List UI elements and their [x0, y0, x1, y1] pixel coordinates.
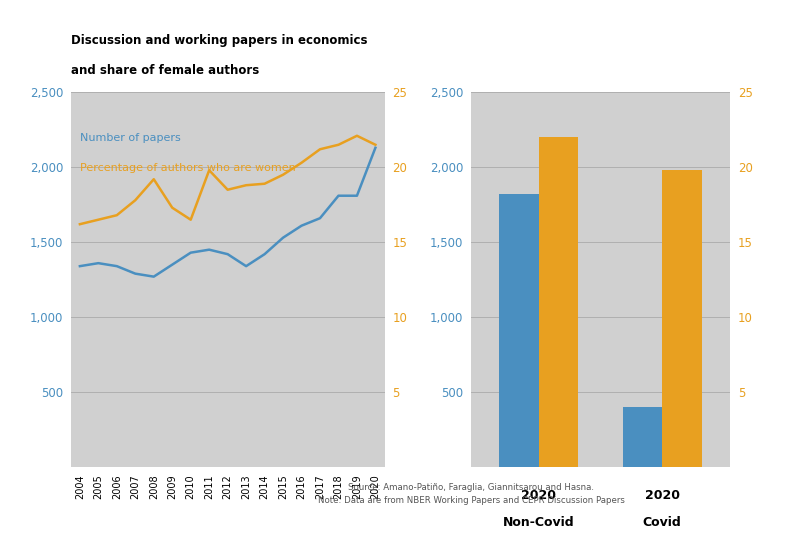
Text: THE EFFECT OF LOCKDOWN MEASURES ON WOMEN'S ECONOMICS RESEARCH OUTPUT: THE EFFECT OF LOCKDOWN MEASURES ON WOMEN…: [74, 45, 711, 58]
Bar: [663, 171, 702, 467]
Text: Discussion and working papers in economics: Discussion and working papers in economi…: [71, 34, 367, 47]
Text: Source: Amano-Patiño, Faraglia, Giannitsarou and Hasna.
Note: Data are from NBER: Source: Amano-Patiño, Faraglia, Giannits…: [318, 483, 624, 505]
Bar: [539, 137, 579, 467]
Text: Non-Covid: Non-Covid: [503, 516, 575, 529]
Text: Number of papers: Number of papers: [80, 133, 181, 143]
Text: Covid: Covid: [643, 516, 681, 529]
Text: 2020: 2020: [521, 489, 557, 502]
Bar: [623, 407, 663, 467]
Text: 2020: 2020: [644, 489, 680, 502]
Text: and share of female authors: and share of female authors: [71, 64, 259, 77]
Text: Percentage of authors who are women: Percentage of authors who are women: [80, 163, 296, 173]
Bar: [499, 194, 539, 467]
